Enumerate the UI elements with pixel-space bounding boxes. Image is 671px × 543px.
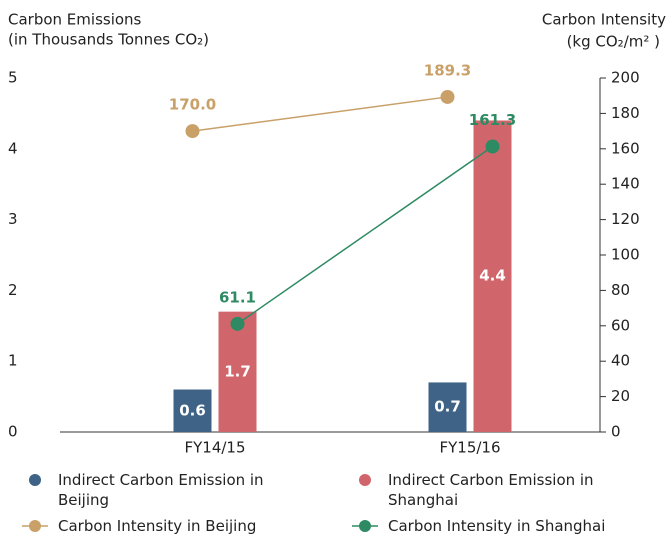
legend-marker (359, 474, 371, 486)
y-tick-label: 0 (8, 423, 18, 441)
y-tick-label: 4 (8, 139, 18, 157)
line-point (185, 124, 200, 139)
line-value-label: 189.3 (424, 61, 471, 79)
legend-dot (359, 520, 371, 532)
line-point (230, 316, 245, 331)
line-point (440, 89, 455, 104)
line-value-label: 170.0 (169, 96, 216, 114)
legend-label: Carbon Intensity in Beijing (58, 517, 257, 535)
line (192, 96, 448, 132)
y2-tick-label: 80 (611, 281, 630, 299)
legend-label: Indirect Carbon Emission in Beijing (58, 471, 264, 509)
y2-tick-label: 40 (611, 352, 630, 370)
y2-tick-label: 140 (611, 175, 640, 193)
bar-value-label: 1.7 (224, 362, 251, 380)
legend-item: Indirect Carbon Emission in Beijing (20, 470, 350, 510)
legend-label: Indirect Carbon Emission in Shanghai (388, 471, 594, 509)
y2-tick-label: 60 (611, 316, 630, 334)
y-axis-title: Carbon Emissions (8, 11, 142, 29)
y-axis-title: (in Thousands Tonnes CO₂) (8, 31, 209, 49)
legend-item: Carbon Intensity in Shanghai (350, 516, 660, 536)
legend-dot (29, 520, 41, 532)
legend-dot (359, 474, 371, 486)
bar (473, 120, 512, 432)
y2-tick-label: 0 (611, 423, 621, 441)
y-tick-label: 3 (8, 210, 18, 228)
y-tick-label: 1 (8, 352, 18, 370)
x-tick-label: FY15/16 (439, 439, 500, 457)
legend: Indirect Carbon Emission in Beijing Indir… (20, 470, 660, 536)
y2-tick-label: 100 (611, 246, 640, 264)
bar-value-label: 0.6 (179, 401, 206, 419)
line-value-label: 61.1 (219, 288, 256, 306)
bar-value-label: 0.7 (434, 398, 461, 416)
x-tick-label: FY14/15 (184, 439, 245, 457)
bar (428, 382, 467, 432)
y2-tick-label: 120 (611, 210, 640, 228)
y2-tick-label: 20 (611, 387, 630, 405)
legend-item: Carbon Intensity in Beijing (20, 516, 350, 536)
y2-tick-label: 200 (611, 69, 640, 87)
y2-axis-title: Carbon Intensity (542, 11, 666, 29)
bar-value-label: 4.4 (479, 267, 506, 285)
legend-label: Carbon Intensity in Shanghai (388, 517, 606, 535)
bar (218, 311, 257, 432)
y2-tick-label: 160 (611, 139, 640, 157)
legend-dot (29, 474, 41, 486)
legend-marker (29, 474, 41, 486)
line-value-label: 161.3 (469, 111, 516, 129)
legend-marker (22, 520, 48, 532)
bar (173, 389, 212, 432)
line-point (485, 139, 500, 154)
y-tick-label: 2 (8, 281, 18, 299)
legend-item: Indirect Carbon Emission in Shanghai (350, 470, 660, 510)
legend-marker (352, 520, 378, 532)
y2-tick-label: 180 (611, 104, 640, 122)
y-tick-label: 5 (8, 69, 18, 87)
y2-axis-title: (kg CO₂/m² ) (567, 33, 660, 51)
line (237, 145, 493, 325)
chart: Carbon Emissions (in Thousands Tonnes CO… (8, 11, 666, 457)
